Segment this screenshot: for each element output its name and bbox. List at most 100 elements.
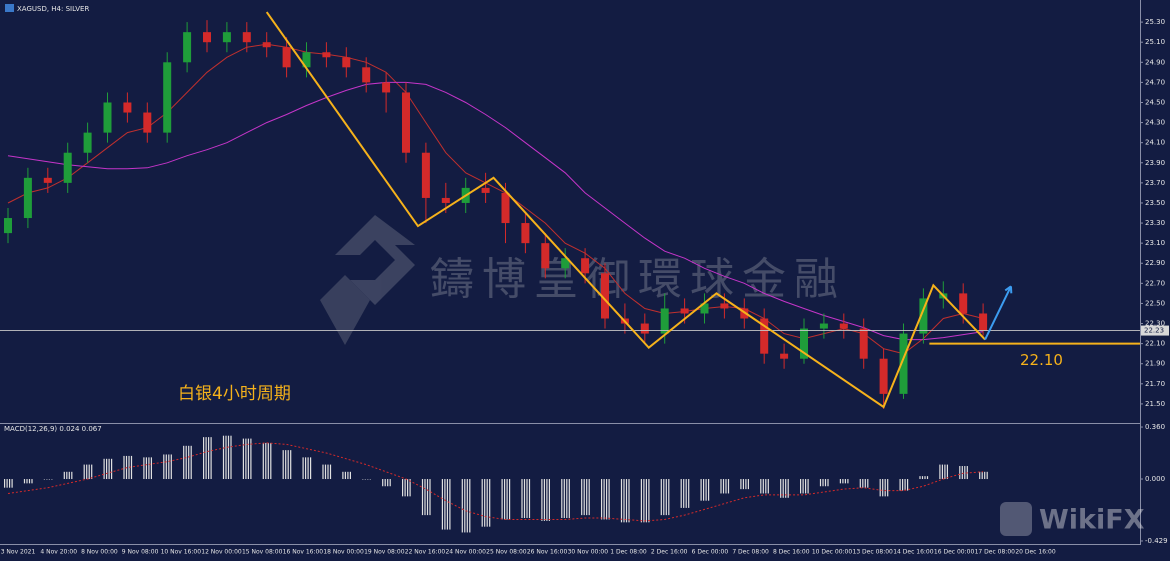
candle-body bbox=[123, 102, 132, 113]
macd-bar bbox=[762, 479, 764, 494]
forecast-arrow bbox=[984, 285, 1012, 341]
macd-bar bbox=[23, 479, 26, 484]
y-tick-label: 22.70 bbox=[1145, 279, 1165, 287]
candle-body bbox=[700, 303, 709, 314]
x-tick-label: 30 Nov 00:00 bbox=[568, 549, 609, 556]
macd-bar bbox=[608, 479, 610, 520]
candle-body bbox=[640, 323, 649, 334]
macd-bar bbox=[640, 479, 642, 523]
macd-bar bbox=[680, 479, 682, 508]
candle-body bbox=[421, 152, 430, 198]
candle-body bbox=[819, 323, 828, 329]
macd-bar bbox=[446, 479, 448, 530]
x-tick-label: 16 Dec 00:00 bbox=[934, 549, 975, 556]
macd-bar bbox=[389, 479, 391, 487]
macd-bar bbox=[265, 442, 267, 480]
macd-bar bbox=[270, 442, 272, 480]
macd-label: MACD(12,26,9) 0.024 0.067 bbox=[4, 425, 102, 433]
macd-bar bbox=[108, 458, 110, 480]
candle-body bbox=[501, 192, 510, 224]
candle-body bbox=[859, 328, 868, 359]
candle-body bbox=[143, 112, 152, 133]
macd-bar bbox=[700, 479, 702, 501]
macd-bar bbox=[407, 479, 409, 497]
macd-bar bbox=[324, 464, 327, 480]
macd-bar bbox=[882, 479, 884, 497]
macd-bar bbox=[924, 476, 926, 480]
macd-bar bbox=[421, 479, 424, 516]
macd-bar bbox=[899, 479, 901, 491]
candle-body bbox=[362, 67, 371, 83]
candle-body bbox=[441, 197, 450, 203]
macd-bar bbox=[720, 479, 722, 494]
macd-bar bbox=[302, 457, 304, 480]
macd-bar bbox=[426, 479, 429, 516]
x-tick-label: 13 Dec 08:00 bbox=[853, 549, 894, 556]
macd-bar bbox=[150, 457, 152, 480]
macd-bar bbox=[290, 450, 292, 480]
macd-bar bbox=[807, 479, 809, 494]
macd-bar bbox=[663, 479, 665, 516]
candle-body bbox=[720, 303, 729, 309]
x-tick-label: 7 Dec 08:00 bbox=[732, 549, 769, 556]
macd-tick-label: 0.000 bbox=[1145, 475, 1165, 483]
brand-badge: WikiFX bbox=[1000, 502, 1145, 536]
macd-bar bbox=[623, 479, 625, 523]
macd-tick-label: 0.360 bbox=[1145, 423, 1165, 431]
macd-bar bbox=[48, 479, 50, 480]
candle-body bbox=[4, 218, 12, 234]
x-tick-label: 9 Nov 08:00 bbox=[122, 549, 159, 556]
x-tick-label: 15 Nov 08:00 bbox=[242, 549, 283, 556]
macd-bar bbox=[581, 479, 583, 516]
macd-bar bbox=[864, 479, 866, 488]
macd-bar bbox=[984, 471, 986, 480]
macd-bar bbox=[546, 479, 548, 521]
macd-bar bbox=[645, 479, 647, 523]
macd-bar bbox=[409, 479, 411, 497]
macd-bar bbox=[307, 457, 309, 480]
macd-bar bbox=[242, 438, 244, 480]
macd-bar bbox=[543, 479, 545, 521]
macd-bar bbox=[26, 479, 28, 484]
macd-bar bbox=[959, 466, 961, 480]
candle-body bbox=[222, 32, 231, 43]
macd-bar bbox=[449, 479, 451, 530]
macd-bar bbox=[981, 471, 983, 480]
y-tick-label: 24.50 bbox=[1145, 98, 1165, 106]
candle-body bbox=[879, 358, 888, 394]
macd-bar bbox=[541, 479, 543, 521]
macd-bar bbox=[11, 479, 13, 488]
macd-bar bbox=[46, 479, 48, 480]
candle-body bbox=[839, 323, 848, 329]
y-tick-label: 23.10 bbox=[1145, 239, 1165, 247]
macd-bar bbox=[964, 466, 966, 480]
candle-body bbox=[780, 353, 789, 359]
candle-body bbox=[163, 62, 172, 133]
macd-bar bbox=[327, 464, 329, 480]
macd-bar bbox=[203, 437, 205, 480]
candle-body bbox=[342, 57, 351, 68]
y-tick-label: 23.50 bbox=[1145, 199, 1165, 207]
x-tick-label: 26 Nov 16:00 bbox=[527, 549, 568, 556]
y-tick-label: 24.30 bbox=[1145, 119, 1165, 127]
macd-bar bbox=[523, 479, 526, 519]
annotation: 白银4小时周期 bbox=[178, 384, 291, 404]
macd-bar bbox=[484, 479, 486, 527]
macd-bar bbox=[824, 479, 827, 487]
macd-bar bbox=[708, 479, 710, 501]
macd-bar bbox=[802, 479, 804, 494]
candle-body bbox=[601, 273, 609, 319]
candle-body bbox=[660, 308, 669, 334]
macd-bar bbox=[262, 442, 264, 480]
macd-bar bbox=[745, 479, 747, 490]
candle-body bbox=[183, 32, 192, 63]
macd-bar bbox=[765, 479, 767, 494]
y-tick-label: 21.90 bbox=[1145, 360, 1165, 368]
macd-bar bbox=[606, 479, 608, 520]
macd-bar bbox=[185, 445, 187, 480]
macd-bar bbox=[170, 454, 172, 480]
macd-bar bbox=[469, 479, 471, 533]
macd-bar bbox=[703, 479, 705, 501]
macd-bar bbox=[867, 479, 869, 488]
